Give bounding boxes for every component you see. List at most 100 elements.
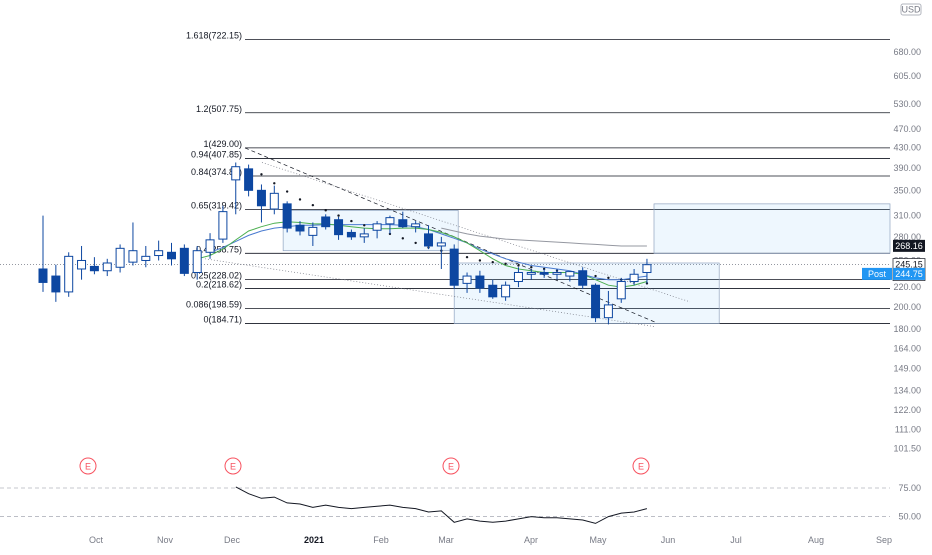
price-axis-tick: 200.00	[893, 302, 921, 312]
time-axis-label: Mar	[438, 535, 454, 545]
indicator-dot	[478, 259, 482, 262]
candle-body[interactable]	[64, 255, 74, 293]
price-axis-tick: 180.00	[893, 324, 921, 334]
candle-body[interactable]	[192, 250, 202, 273]
earnings-marker[interactable]	[442, 457, 460, 475]
candle-body[interactable]	[411, 223, 421, 228]
candle-body[interactable]	[359, 233, 369, 238]
candle-body[interactable]	[616, 281, 626, 300]
time-axis-label: Apr	[524, 535, 538, 545]
candle-body[interactable]	[308, 226, 318, 236]
candle-body[interactable]	[282, 203, 292, 229]
indicator-dot	[517, 264, 520, 267]
candle-body[interactable]	[501, 284, 511, 298]
candle-body[interactable]	[231, 166, 241, 181]
trend-line	[261, 162, 691, 303]
oscillator-axis-tick: 75.00	[898, 483, 921, 493]
price-marker-268	[893, 239, 925, 252]
candle-body[interactable]	[591, 284, 601, 319]
fib-level-label: 1.618(722.15)	[186, 30, 242, 40]
indicator-dot	[298, 198, 302, 201]
price-marker-268-label: 268.16	[895, 241, 923, 251]
candle-body[interactable]	[539, 271, 549, 275]
earnings-marker[interactable]	[224, 457, 242, 475]
candle-body[interactable]	[526, 271, 536, 275]
price-axis-tick: 680.00	[893, 47, 921, 57]
earnings-marker-label: E	[448, 462, 454, 472]
candle-body[interactable]	[38, 268, 48, 283]
candle-body[interactable]	[89, 265, 99, 272]
candle-body[interactable]	[642, 264, 652, 273]
indicator-dot	[260, 173, 263, 176]
fib-level-label: 0.25(228.02)	[191, 271, 242, 281]
candle-body[interactable]	[51, 275, 61, 293]
fib-level-label: 1.2(507.75)	[196, 104, 242, 114]
indicator-dot	[324, 209, 327, 212]
candle-body[interactable]	[256, 189, 266, 207]
time-axis-label: Sep	[876, 535, 892, 545]
price-axis-tick: 164.00	[893, 343, 921, 353]
candle-body[interactable]	[218, 211, 228, 240]
fib-level-label: 1(429.00)	[203, 139, 242, 149]
moving-average-long-line	[441, 227, 647, 247]
candle-body[interactable]	[398, 219, 408, 228]
fib-level-label: 0.086(198.59)	[186, 299, 242, 309]
currency-badge-label: USD	[901, 5, 921, 15]
candle-body[interactable]	[513, 271, 523, 283]
oscillator-axis-tick: 50.00	[898, 512, 921, 522]
time-axis-label: Feb	[373, 535, 389, 545]
candle-body[interactable]	[578, 270, 588, 286]
candle-body[interactable]	[154, 250, 164, 257]
price-axis-tick: 530.00	[893, 99, 921, 109]
candle-body[interactable]	[141, 255, 151, 261]
candle-body[interactable]	[269, 192, 279, 210]
candle-body[interactable]	[102, 262, 112, 272]
indicator-dot	[607, 276, 610, 280]
price-marker-post-label: 244.75	[895, 269, 923, 279]
candle-body[interactable]	[295, 224, 305, 232]
candle-body[interactable]	[115, 247, 125, 268]
time-axis-label: Oct	[89, 535, 104, 545]
earnings-marker[interactable]	[632, 457, 650, 475]
range-box	[653, 203, 891, 254]
candle-body[interactable]	[385, 217, 395, 225]
candle-body[interactable]	[244, 168, 254, 191]
candle-body[interactable]	[488, 284, 498, 298]
candle-body[interactable]	[424, 233, 433, 247]
currency-badge	[900, 3, 922, 16]
price-axis-tick: 280.00	[893, 232, 921, 242]
price-axis-tick: 470.00	[893, 124, 921, 134]
oscillator-line	[235, 486, 648, 524]
candle-body[interactable]	[629, 273, 639, 283]
earnings-marker-label: E	[638, 462, 644, 472]
candle-body[interactable]	[372, 223, 382, 231]
candle-body[interactable]	[334, 219, 344, 236]
price-axis-tick: 101.50	[893, 443, 921, 453]
candle-body[interactable]	[321, 216, 331, 228]
post-tag-label: Post	[868, 269, 887, 279]
candle-body[interactable]	[462, 275, 472, 284]
price-axis-tick: 310.00	[893, 211, 921, 221]
time-axis-label: Jul	[730, 535, 742, 545]
candle-body[interactable]	[128, 250, 138, 263]
candle-body[interactable]	[346, 231, 356, 238]
earnings-marker[interactable]	[79, 457, 97, 475]
indicator-dot	[594, 274, 597, 278]
candle-body[interactable]	[436, 242, 446, 247]
time-axis-label: Aug	[808, 535, 824, 545]
price-axis-tick: 605.00	[893, 71, 921, 81]
indicator-dot	[491, 260, 494, 264]
candle-body[interactable]	[205, 239, 215, 253]
candle-body[interactable]	[167, 251, 176, 260]
price-axis-tick: 220.00	[893, 282, 921, 292]
candle-body[interactable]	[565, 271, 575, 277]
candle-body[interactable]	[603, 304, 613, 319]
candle-body[interactable]	[449, 248, 459, 286]
candle-body[interactable]	[552, 271, 562, 275]
indicator-dot	[273, 182, 276, 185]
candle-body[interactable]	[179, 247, 189, 274]
candle-body[interactable]	[475, 275, 485, 289]
candle-body[interactable]	[77, 259, 87, 270]
